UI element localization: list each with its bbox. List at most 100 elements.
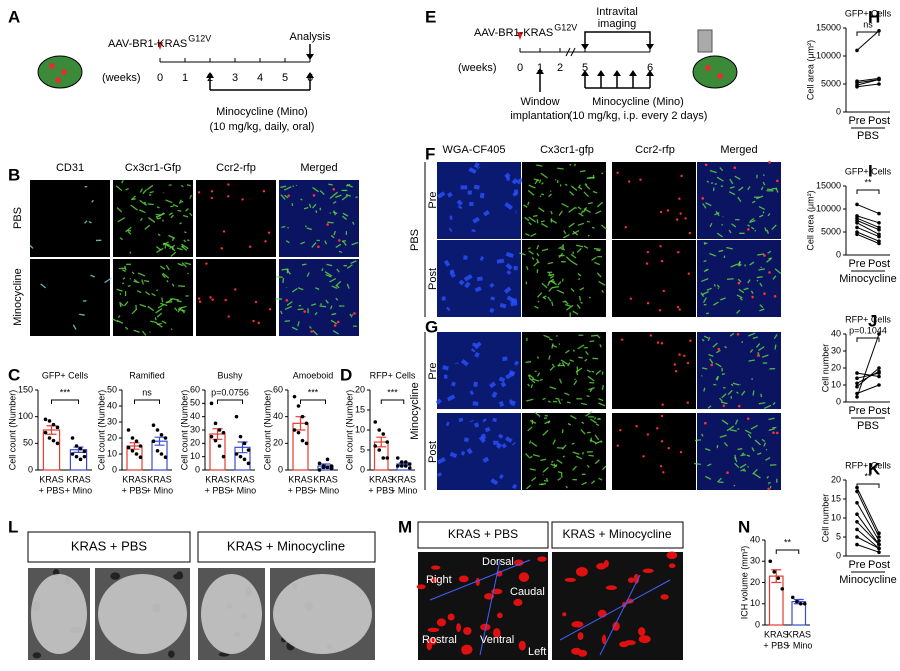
fiber (560, 247, 566, 251)
fiber (284, 186, 292, 191)
fiber (561, 202, 569, 208)
fiber (501, 443, 507, 449)
fiber (72, 324, 77, 330)
fiber (706, 180, 710, 183)
row-header: Minocycline (12, 268, 24, 325)
fiber (180, 309, 186, 312)
column-header: CD31 (56, 162, 84, 174)
blob (627, 577, 635, 583)
speck (726, 471, 729, 475)
speck (747, 228, 750, 231)
speck (763, 254, 766, 257)
significance: *** (308, 387, 319, 397)
timeline-label: 1 (537, 62, 543, 74)
speck (661, 403, 664, 406)
fiber (602, 465, 607, 471)
pair-line (856, 220, 880, 231)
fiber (334, 191, 339, 195)
micrograph (436, 413, 521, 490)
fiber (759, 304, 764, 308)
fiber (552, 280, 556, 283)
data-point (221, 430, 226, 435)
fiber (576, 304, 581, 309)
data-point (877, 535, 881, 539)
axis-line (599, 574, 641, 656)
y-tick-label: 20 (831, 362, 841, 372)
chart-title: RFP+ Cells (370, 370, 416, 380)
fiber (538, 179, 542, 184)
fiber (482, 418, 487, 423)
data-point (877, 332, 881, 336)
fiber (143, 279, 150, 283)
fiber (147, 184, 154, 191)
fiber (703, 241, 706, 246)
fiber (526, 266, 529, 270)
blob (513, 598, 523, 606)
fiber (176, 300, 182, 303)
micrograph (112, 259, 193, 336)
data-point (794, 599, 799, 604)
micrograph (196, 259, 276, 336)
data-point (395, 464, 400, 468)
fiber (528, 250, 534, 255)
data-point (855, 376, 859, 381)
fiber (707, 405, 712, 409)
fiber (598, 477, 603, 481)
y-tick-label: 40 (831, 328, 841, 338)
fiber (329, 277, 337, 283)
data-point (855, 501, 859, 505)
data-point (151, 423, 156, 428)
fiber (560, 359, 569, 365)
data-point (855, 542, 859, 547)
speck (751, 295, 754, 299)
fiber (130, 195, 136, 201)
fiber (165, 199, 173, 204)
fiber (306, 227, 313, 231)
fiber (707, 463, 712, 467)
x-tick-label: + Mino (312, 485, 339, 495)
fiber (577, 222, 585, 226)
y-tick-label: 10 (831, 512, 841, 522)
fiber (721, 223, 724, 226)
fiber (570, 287, 575, 292)
y-tick-label: 15000 (816, 22, 841, 32)
fiber (512, 191, 518, 197)
micrographs (28, 160, 782, 660)
x-tick-label: KRAS (66, 474, 91, 484)
fiber (503, 286, 512, 294)
fiber (330, 319, 338, 325)
fiber (570, 260, 578, 266)
speck (285, 299, 289, 302)
fiber (741, 390, 746, 396)
fiber (541, 193, 545, 196)
fiber (746, 454, 751, 457)
fiber (468, 167, 477, 174)
blob (660, 594, 669, 600)
speck (227, 315, 230, 318)
fiber (332, 200, 337, 204)
fiber (716, 375, 719, 381)
speck (645, 262, 649, 265)
significance-bracket (856, 189, 880, 194)
fiber (719, 167, 724, 172)
fiber (753, 473, 761, 479)
x-tick-label: Post (868, 258, 890, 270)
image-background (522, 240, 606, 317)
fiber (536, 258, 540, 264)
y-tick-label: 20 (750, 577, 760, 587)
fiber (147, 305, 154, 312)
fiber (91, 199, 94, 203)
fiber (768, 257, 773, 260)
fiber (741, 452, 745, 455)
data-point (126, 445, 131, 450)
pair-line (856, 502, 880, 542)
speck (763, 292, 766, 295)
significance: ** (864, 471, 872, 481)
fiber (747, 224, 750, 227)
x-tick-label: + PBS (763, 640, 789, 650)
fiber (586, 395, 590, 398)
fiber (437, 457, 446, 465)
